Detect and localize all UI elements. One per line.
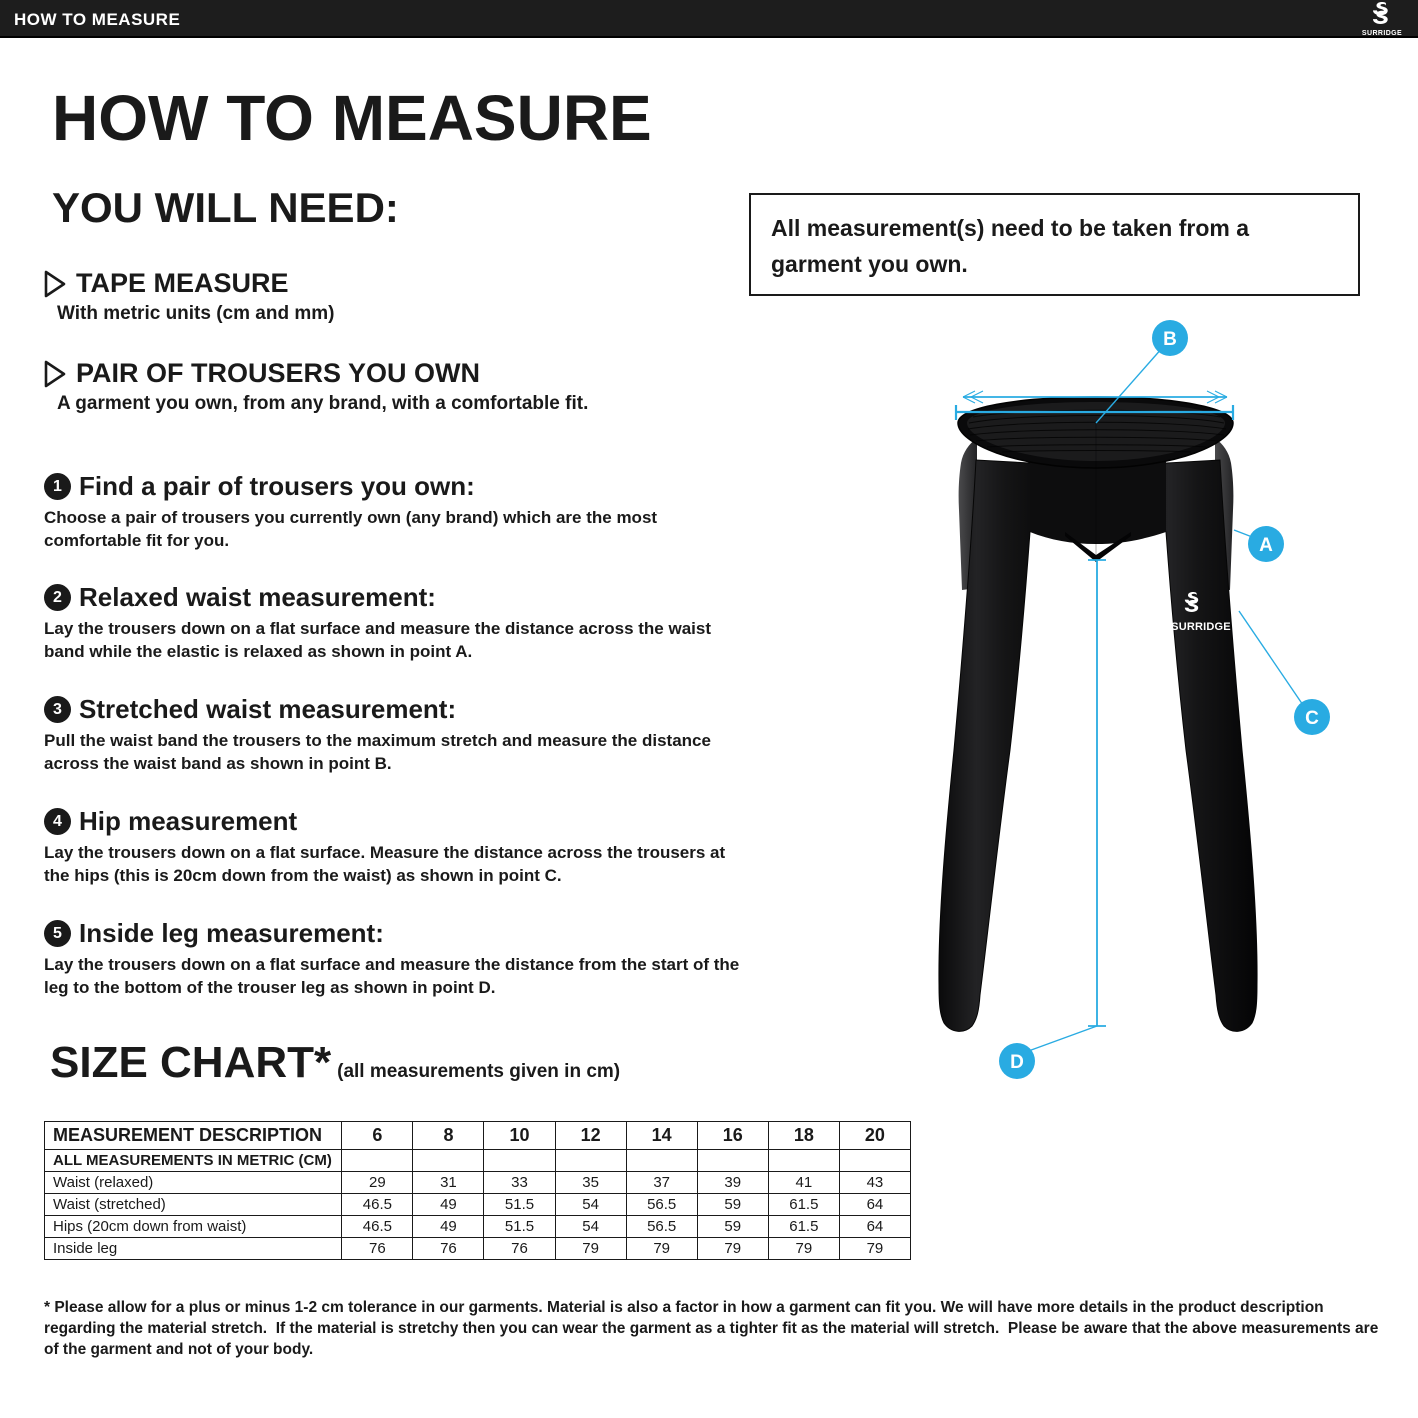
svg-text:D: D <box>1010 1052 1024 1073</box>
svg-text:C: C <box>1305 708 1319 729</box>
svg-text:B: B <box>1163 329 1177 350</box>
svg-text:A: A <box>1259 535 1273 556</box>
svg-text:SURRIDGE: SURRIDGE <box>1171 621 1231 633</box>
